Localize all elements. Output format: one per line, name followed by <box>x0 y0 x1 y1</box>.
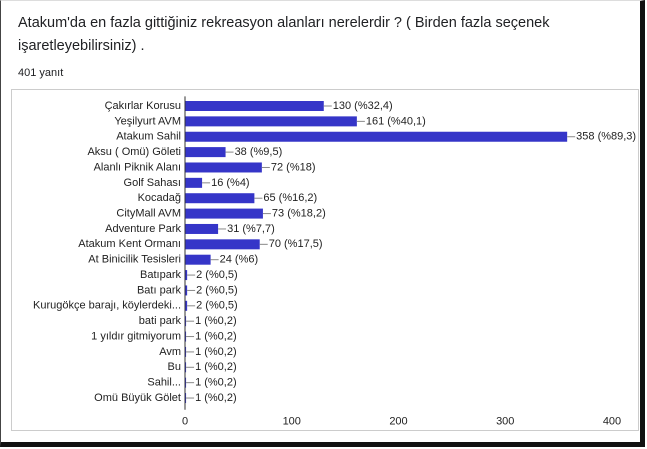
value-label: 1 (%0,2) <box>195 392 237 404</box>
value-label: 1 (%0,2) <box>195 315 237 327</box>
value-label: 1 (%0,2) <box>195 346 237 358</box>
x-tick-label: 0 <box>182 416 188 428</box>
category-label: Kurugökçe barajı, köylerdeki... <box>33 300 181 312</box>
category-label: Adventure Park <box>105 223 181 235</box>
x-tick-label: 200 <box>389 416 407 428</box>
category-label: Bu <box>168 361 181 373</box>
question-title: Atakum'da en fazla gittiğiniz rekreasyon… <box>18 15 550 54</box>
x-tick-label: 300 <box>496 416 514 428</box>
bar <box>185 270 188 281</box>
value-label: 70 (%17,5) <box>269 238 323 250</box>
value-label: 38 (%9,5) <box>235 146 283 158</box>
bar <box>185 393 187 404</box>
value-label: 358 (%89,3) <box>576 131 636 143</box>
bar <box>185 101 324 111</box>
value-label: 24 (%6) <box>220 254 259 266</box>
bar <box>185 346 187 357</box>
bar <box>185 285 188 296</box>
bar <box>185 193 255 204</box>
category-label: Omü Büyük Gölet <box>94 392 181 404</box>
category-label: Avm <box>159 346 181 358</box>
bar <box>185 254 211 265</box>
category-label: 1 yıldır gitmiyorum <box>91 330 181 342</box>
value-label: 1 (%0,2) <box>195 377 237 389</box>
bar <box>185 362 187 373</box>
category-label: Atakum Sahil <box>116 131 181 143</box>
x-tick-label: 100 <box>283 416 301 428</box>
category-label: Batı park <box>137 284 182 296</box>
category-label: Alanlı Piknik Alanı <box>94 161 181 173</box>
bar <box>185 239 260 250</box>
value-label: 65 (%16,2) <box>263 192 317 204</box>
bar <box>185 223 219 234</box>
value-label: 161 (%40,1) <box>366 115 426 127</box>
value-label: 2 (%0,5) <box>196 269 238 281</box>
chart: 0 100 200 300 400 Çakırlar Korusu 130 (%32,4) Y… <box>11 89 639 431</box>
category-label: Kocadağ <box>138 192 181 204</box>
bar <box>185 377 187 388</box>
bar <box>185 208 263 219</box>
bar <box>185 116 357 127</box>
bar <box>185 131 568 142</box>
category-label: Atakum Kent Ormanı <box>78 238 181 250</box>
category-label: Çakırlar Korusu <box>105 100 181 112</box>
bar <box>185 147 226 158</box>
bar <box>185 162 262 173</box>
category-label: Yeşilyurt AVM <box>114 115 181 127</box>
value-label: 1 (%0,2) <box>195 361 237 373</box>
category-label: Aksu ( Omü) Göleti <box>87 146 181 158</box>
category-label: Batıpark <box>140 269 181 281</box>
category-label: Golf Sahası <box>124 177 181 189</box>
value-label: 72 (%18) <box>271 161 316 173</box>
bar <box>185 177 203 188</box>
value-label: 2 (%0,5) <box>196 284 238 296</box>
value-label: 2 (%0,5) <box>196 300 238 312</box>
response-count: 401 yanıt <box>18 67 64 79</box>
value-label: 73 (%18,2) <box>272 207 326 219</box>
category-label: CityMall AVM <box>116 207 181 219</box>
bar <box>185 331 187 342</box>
bar <box>185 316 187 327</box>
value-label: 130 (%32,4) <box>333 100 393 112</box>
x-tick-label: 400 <box>603 416 621 428</box>
category-label: bati park <box>139 315 182 327</box>
value-label: 31 (%7,7) <box>227 223 275 235</box>
category-label: Sahil... <box>147 377 181 389</box>
chart-border <box>11 89 639 431</box>
value-label: 1 (%0,2) <box>195 330 237 342</box>
value-label: 16 (%4) <box>211 177 250 189</box>
bar <box>185 300 188 311</box>
category-label: At Binicilik Tesisleri <box>88 254 181 266</box>
